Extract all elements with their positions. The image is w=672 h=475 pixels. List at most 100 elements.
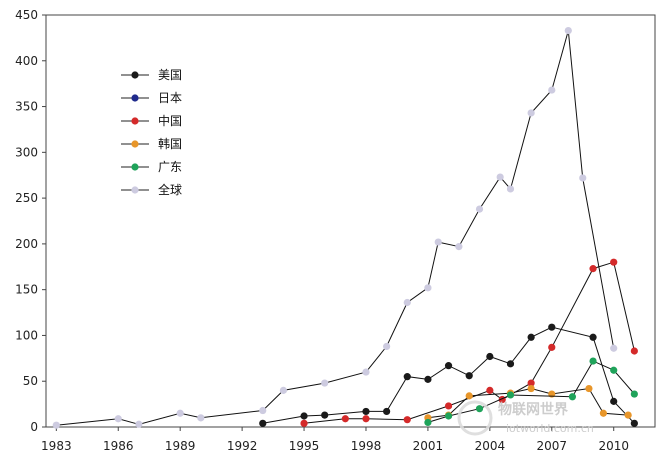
data-point <box>424 375 432 383</box>
data-point <box>197 414 205 422</box>
legend-item: 日本 <box>121 91 182 105</box>
y-tick-label: 400 <box>15 54 38 68</box>
x-tick-label: 1998 <box>351 439 382 453</box>
legend-label: 日本 <box>158 91 182 105</box>
data-point <box>300 412 308 420</box>
legend-marker <box>131 140 139 148</box>
data-point <box>465 372 473 380</box>
data-point <box>506 185 515 193</box>
series-中国 <box>300 258 638 427</box>
data-point <box>630 390 638 398</box>
data-point <box>455 243 463 251</box>
data-point <box>630 419 638 427</box>
series-全球 <box>52 26 618 429</box>
data-point <box>548 343 556 351</box>
data-point <box>259 419 267 427</box>
x-tick-label: 2007 <box>537 439 568 453</box>
series-广东 <box>424 357 638 427</box>
x-tick-label: 1989 <box>165 439 196 453</box>
y-tick-label: 100 <box>15 328 38 342</box>
data-point <box>444 362 453 370</box>
y-tick-label: 200 <box>15 237 38 251</box>
y-axis-ticks: 0 50 100 150 200 250 300 350 400 450 <box>15 8 46 434</box>
data-point <box>403 416 411 424</box>
y-tick-label: 150 <box>15 283 38 297</box>
legend-item: 全球 <box>121 182 182 197</box>
data-point <box>589 357 597 365</box>
x-tick-label: 2001 <box>413 439 444 453</box>
data-point <box>506 360 515 368</box>
data-point <box>527 109 535 117</box>
data-point <box>434 238 442 246</box>
data-point <box>610 344 618 352</box>
data-point <box>403 298 411 307</box>
x-tick-label: 1992 <box>227 439 258 453</box>
legend-label: 广东 <box>158 160 182 174</box>
x-tick-label: 2010 <box>598 439 629 453</box>
data-point <box>496 173 504 181</box>
series-group <box>52 26 638 429</box>
data-point <box>444 412 453 420</box>
y-tick-label: 0 <box>30 420 38 434</box>
data-point <box>486 386 494 394</box>
data-point <box>135 420 143 428</box>
y-tick-label: 300 <box>15 145 38 159</box>
x-axis-ticks: 1983 1986 1989 1992 1995 1998 2001 2004 2007 2010 <box>41 427 629 453</box>
legend-marker <box>131 94 139 102</box>
data-point <box>548 323 556 331</box>
data-point <box>506 391 515 399</box>
series-line <box>262 326 635 424</box>
data-point <box>444 402 453 410</box>
data-point <box>362 407 370 416</box>
x-tick-label: 1983 <box>41 439 72 453</box>
y-tick-label: 450 <box>15 8 38 22</box>
data-point <box>564 26 572 35</box>
data-point <box>362 415 370 423</box>
data-point <box>599 409 607 417</box>
data-point <box>383 407 391 416</box>
x-tick-label: 1995 <box>289 439 320 453</box>
y-tick-label: 350 <box>15 100 38 114</box>
data-point <box>630 347 638 355</box>
legend-marker <box>131 117 139 125</box>
legend-label: 美国 <box>158 68 182 82</box>
data-point <box>259 406 267 415</box>
data-point <box>610 397 618 405</box>
data-point <box>362 368 370 376</box>
data-point <box>610 258 618 266</box>
data-point <box>465 392 473 400</box>
legend-label: 中国 <box>158 113 182 128</box>
data-point <box>610 366 618 374</box>
x-tick-label: 2004 <box>475 439 506 453</box>
data-point <box>475 405 484 413</box>
axes <box>45 14 656 428</box>
data-point <box>527 384 535 393</box>
x-tick-label: 1986 <box>103 439 134 453</box>
plot-frame <box>45 14 656 428</box>
data-point <box>300 419 308 427</box>
legend-marker <box>131 186 139 194</box>
data-point <box>321 379 329 387</box>
data-point <box>321 411 329 419</box>
data-point <box>176 409 184 417</box>
data-point <box>341 415 349 423</box>
data-point <box>527 379 535 387</box>
watermark: 物联网世界 iotworld.com.cn <box>457 400 594 436</box>
legend-item: 韩国 <box>121 136 182 151</box>
data-point <box>383 342 391 351</box>
data-point <box>624 411 632 419</box>
data-point <box>579 174 587 182</box>
legend-marker <box>131 71 139 79</box>
series-美国 <box>259 323 638 427</box>
legend-label: 全球 <box>158 182 182 197</box>
data-point <box>589 265 597 273</box>
legend-item: 美国 <box>121 68 182 82</box>
legend-label: 韩国 <box>158 136 182 151</box>
data-point <box>424 284 432 292</box>
watermark-url: iotworld.com.cn <box>506 422 594 435</box>
watermark-text: 物联网世界 <box>498 401 569 418</box>
series-line <box>427 360 635 423</box>
data-point <box>568 393 577 401</box>
